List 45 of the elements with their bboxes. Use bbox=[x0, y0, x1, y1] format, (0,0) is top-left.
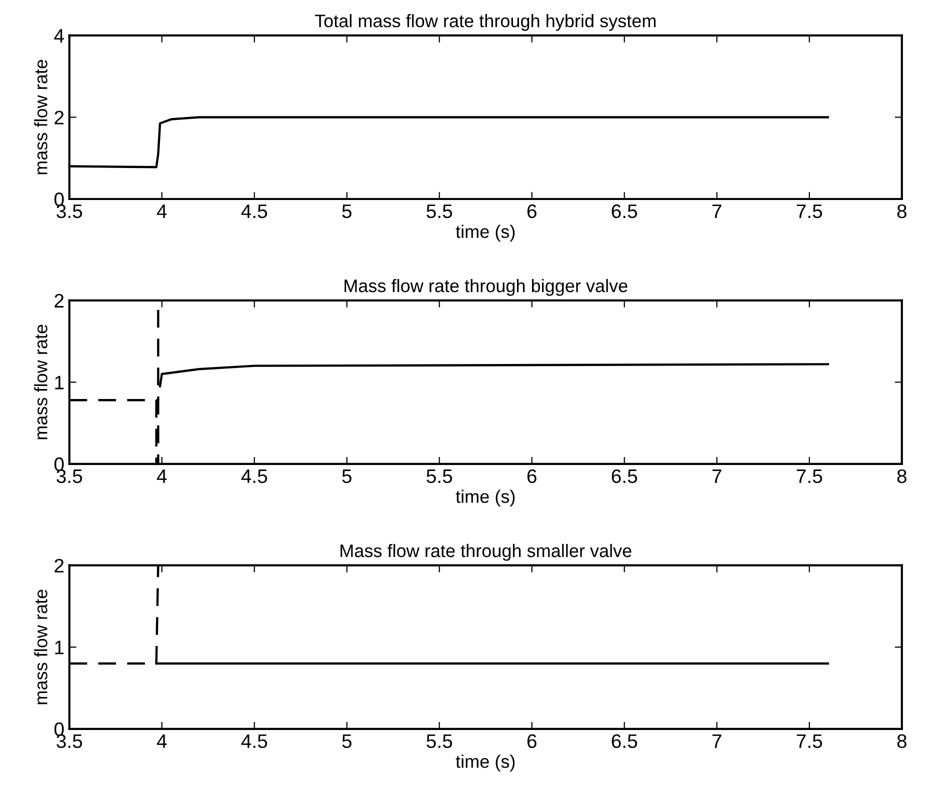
x-tick-label: 4.5 bbox=[241, 470, 268, 484]
x-tick-label: 8 bbox=[897, 734, 906, 748]
x-tick-label: 4.5 bbox=[241, 734, 268, 748]
y-tick-label: 2 bbox=[54, 558, 64, 572]
x-tick-label: 5.5 bbox=[426, 470, 452, 484]
chart-title: Total mass flow rate through hybrid system bbox=[314, 14, 656, 31]
x-tick-label: 7.5 bbox=[796, 734, 822, 748]
x-tick-label: 8 bbox=[897, 469, 906, 484]
y-tick-label: 1 bbox=[55, 376, 64, 390]
y-tick-label: 1 bbox=[55, 640, 64, 654]
x-tick-label: 4 bbox=[156, 734, 167, 748]
x-tick-label: 6.5 bbox=[612, 204, 638, 218]
x-tick-label: 6 bbox=[527, 734, 536, 748]
x-tick-label: 7 bbox=[712, 734, 722, 748]
x-tick-label: 6 bbox=[527, 469, 536, 484]
x-tick-label: 5 bbox=[342, 470, 352, 484]
y-axis-title: mass flow rate bbox=[34, 60, 48, 174]
x-tick-label: 7.5 bbox=[796, 204, 822, 218]
x-tick-label: 5.5 bbox=[426, 734, 452, 748]
x-tick-label: 5 bbox=[342, 204, 352, 218]
chart-title: Mass flow rate through smaller valve bbox=[340, 544, 632, 561]
x-tick-label: 5.5 bbox=[426, 204, 452, 218]
x-tick-label: 7.5 bbox=[796, 470, 822, 484]
y-tick-label: 2 bbox=[54, 110, 64, 124]
x-tick-label: 4 bbox=[156, 470, 167, 483]
x-tick-label: 6 bbox=[527, 204, 536, 218]
x-tick-label: 4.5 bbox=[241, 204, 268, 218]
x-tick-label: 4 bbox=[156, 204, 167, 218]
x-tick-label: 3.5 bbox=[56, 204, 82, 218]
x-tick-label: 6.5 bbox=[612, 469, 638, 484]
x-axis-title: time (s) bbox=[456, 490, 515, 507]
x-tick-label: 5 bbox=[342, 734, 352, 748]
x-tick-label: 3.5 bbox=[56, 469, 82, 484]
y-tick-label: 2 bbox=[54, 294, 64, 308]
y-tick-label: 4 bbox=[54, 29, 64, 43]
chart-title: Mass flow rate through bigger valve bbox=[344, 278, 628, 296]
x-tick-label: 3.5 bbox=[56, 734, 82, 748]
y-axis-title: mass flow rate bbox=[34, 324, 48, 440]
x-tick-label: 7 bbox=[712, 204, 722, 218]
y-axis-title: mass flow rate bbox=[34, 590, 48, 704]
x-tick-label: 7 bbox=[712, 470, 722, 483]
x-axis-title: time (s) bbox=[456, 754, 515, 772]
x-tick-label: 8 bbox=[897, 204, 906, 218]
x-axis-title: time (s) bbox=[456, 224, 515, 242]
x-tick-label: 6.5 bbox=[612, 734, 638, 748]
